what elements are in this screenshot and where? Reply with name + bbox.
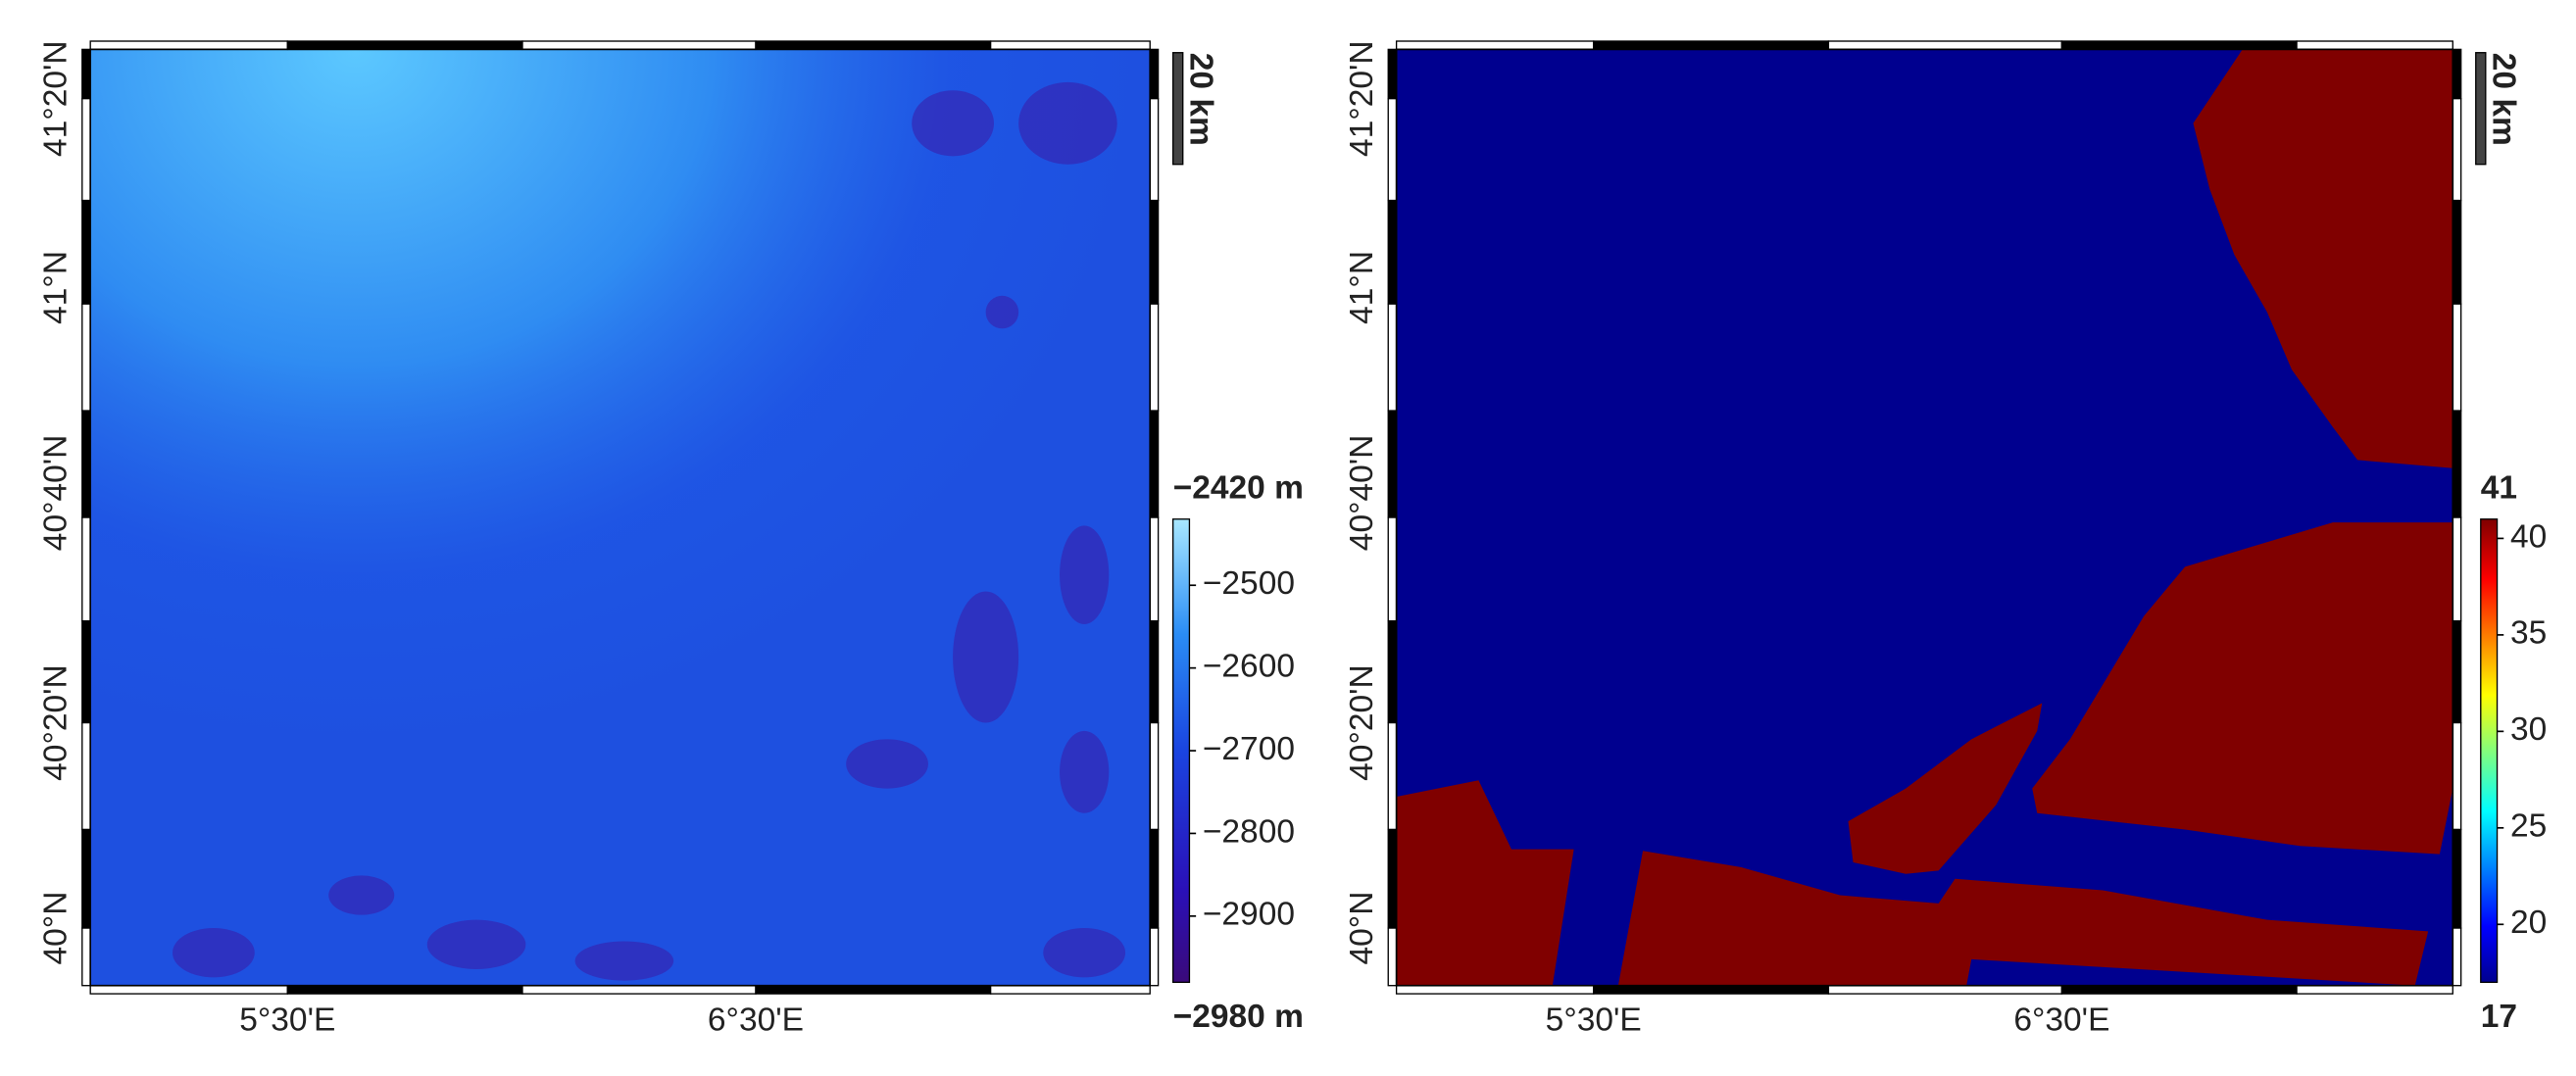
scale-bar: [2475, 52, 2487, 166]
frame-segment: [1593, 985, 1830, 995]
frame-segment: [521, 985, 757, 995]
frame-segment: [521, 40, 757, 51]
frame-segment: [989, 40, 1151, 51]
frame-segment: [2060, 985, 2298, 995]
colorbar-tick-label: −2700: [1203, 731, 1295, 767]
frame-segment: [81, 97, 91, 202]
frame-segment: [1149, 97, 1160, 202]
frame-segment: [1149, 516, 1160, 622]
frame-segment: [81, 619, 91, 724]
x-tick-label: 5°30'E: [239, 1002, 335, 1038]
y-tick-label: 40°20'N: [1344, 664, 1380, 781]
frame-segment: [1387, 48, 1398, 100]
frame-segment: [1395, 985, 1595, 995]
frame-segment: [1593, 40, 1830, 51]
colorbar-tick-label: −2500: [1203, 565, 1295, 602]
class-map: [1396, 49, 2453, 986]
frame-segment: [81, 48, 91, 100]
frame-segment: [2452, 410, 2462, 518]
frame-segment: [2452, 927, 2462, 987]
colorbar-tick-label: 20: [2510, 905, 2547, 941]
frame-segment: [2452, 303, 2462, 412]
colorbar-tick-label: 30: [2510, 711, 2547, 748]
scale-bar-label: 20 km: [1183, 53, 1219, 146]
frame-segment: [81, 303, 91, 412]
frame-segment: [81, 828, 91, 929]
scale-bar-label: 20 km: [2486, 53, 2522, 146]
frame-segment: [1149, 303, 1160, 412]
x-tick-label: 5°30'E: [1546, 1002, 1642, 1038]
frame-segment: [1387, 516, 1398, 622]
colorbar-tick-label: 35: [2510, 615, 2547, 652]
frame-segment: [89, 985, 288, 995]
frame-segment: [1827, 985, 2063, 995]
frame-segment: [2452, 721, 2462, 831]
frame-segment: [1395, 40, 1595, 51]
y-tick-label: 40°40'N: [1344, 435, 1380, 552]
frame-segment: [81, 516, 91, 622]
frame-segment: [755, 985, 992, 995]
frame-segment: [989, 985, 1151, 995]
frame-segment: [1149, 721, 1160, 831]
frame-segment: [1149, 410, 1160, 518]
map-frame: [89, 48, 1152, 987]
frame-segment: [81, 927, 91, 987]
y-tick-label: 40°N: [38, 892, 74, 965]
x-tick-label: 6°30'E: [708, 1002, 804, 1038]
y-tick-label: 40°N: [1344, 892, 1380, 965]
frame-segment: [1387, 721, 1398, 831]
frame-segment: [1827, 40, 2063, 51]
frame-segment: [2452, 199, 2462, 305]
frame-segment: [2296, 985, 2453, 995]
frame-segment: [2452, 828, 2462, 929]
colorbar: [2480, 518, 2499, 984]
frame-segment: [1387, 619, 1398, 724]
y-tick-label: 41°N: [1344, 251, 1380, 324]
frame-segment: [81, 199, 91, 305]
y-tick-label: 41°20'N: [38, 40, 74, 157]
y-tick-label: 40°20'N: [38, 664, 74, 781]
frame-segment: [2452, 97, 2462, 202]
y-tick-label: 41°N: [38, 251, 74, 324]
frame-segment: [1387, 199, 1398, 305]
frame-segment: [2060, 40, 2298, 51]
colorbar-tick-label: 25: [2510, 808, 2547, 845]
colorbar-min-label: −2980 m: [1173, 999, 1304, 1035]
scale-bar: [1172, 52, 1184, 166]
frame-segment: [2452, 516, 2462, 622]
frame-segment: [1149, 48, 1160, 100]
colorbar-tick-label: −2900: [1203, 897, 1295, 933]
colorbar-max-label: −2420 m: [1173, 469, 1304, 506]
frame-segment: [1149, 828, 1160, 929]
frame-segment: [755, 40, 992, 51]
colorbar-max-label: 41: [2481, 469, 2517, 506]
colorbar: [1172, 518, 1191, 984]
colorbar-tick-label: 40: [2510, 518, 2547, 555]
map-frame: [1395, 48, 2454, 987]
frame-segment: [2296, 40, 2453, 51]
bathymetry-map: [90, 49, 1151, 986]
frame-segment: [89, 40, 288, 51]
frame-segment: [1149, 619, 1160, 724]
colorbar-tick-label: −2800: [1203, 813, 1295, 850]
frame-segment: [1149, 199, 1160, 305]
frame-segment: [286, 40, 523, 51]
frame-segment: [1387, 303, 1398, 412]
colorbar-tick-label: −2600: [1203, 649, 1295, 685]
frame-segment: [81, 721, 91, 831]
frame-segment: [2452, 619, 2462, 724]
frame-segment: [1387, 410, 1398, 518]
frame-segment: [81, 410, 91, 518]
y-tick-label: 40°40'N: [38, 435, 74, 552]
y-tick-label: 41°20'N: [1344, 40, 1380, 157]
frame-segment: [1387, 927, 1398, 987]
frame-segment: [286, 985, 523, 995]
x-tick-label: 6°30'E: [2013, 1002, 2109, 1038]
frame-segment: [1387, 97, 1398, 202]
frame-segment: [1387, 828, 1398, 929]
frame-segment: [2452, 48, 2462, 100]
frame-segment: [1149, 927, 1160, 987]
colorbar-min-label: 17: [2481, 999, 2517, 1035]
